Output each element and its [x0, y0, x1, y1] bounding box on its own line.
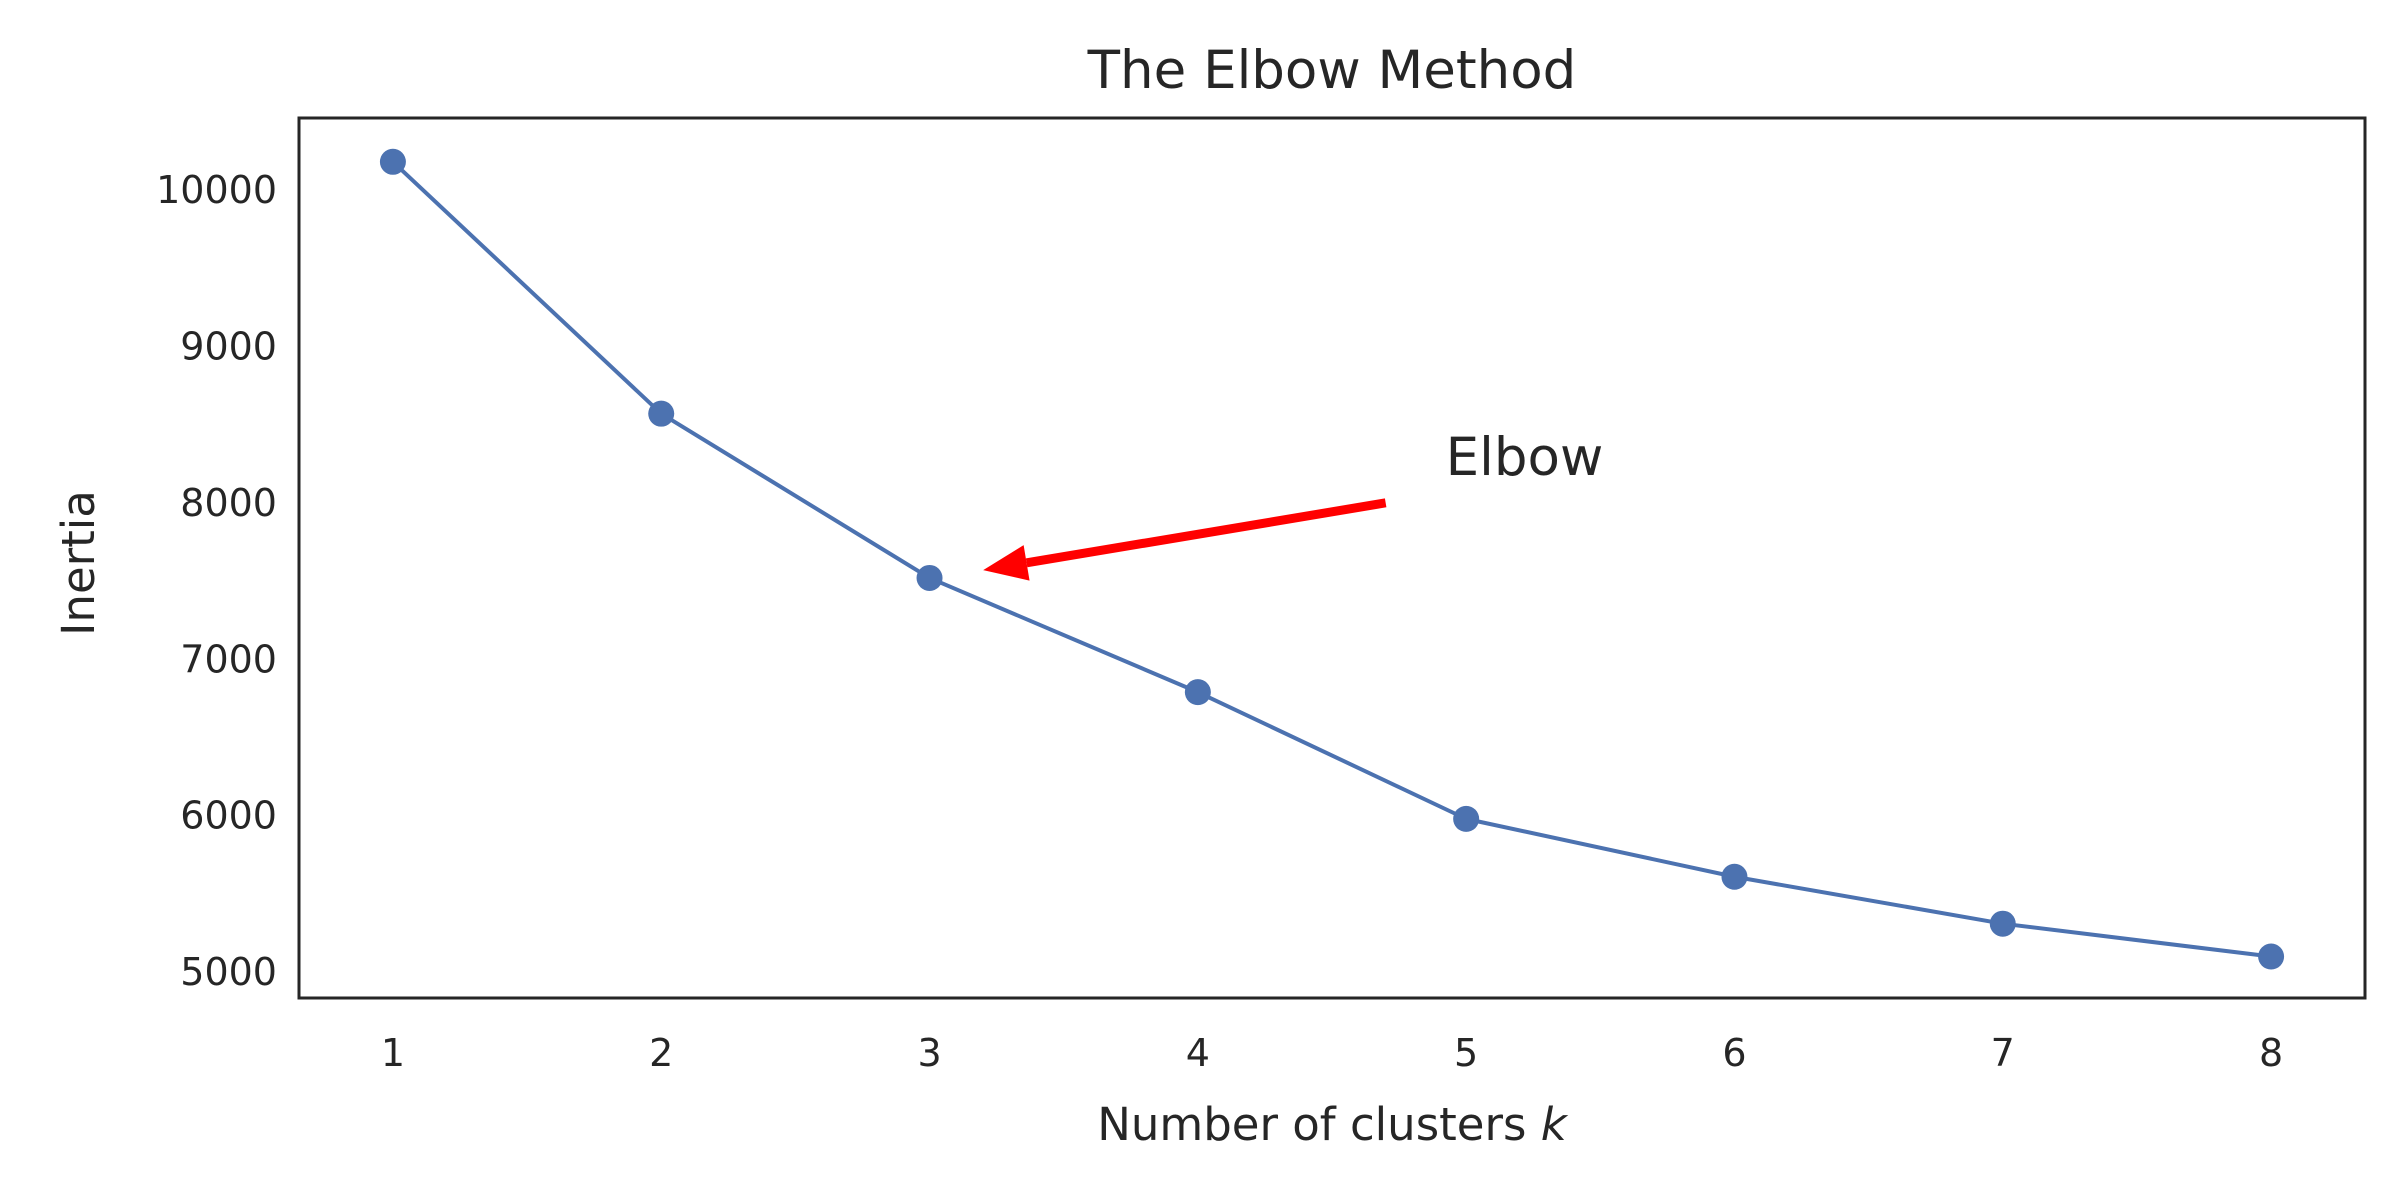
y-tick-label: 9000: [180, 324, 277, 368]
x-tick-label: 1: [381, 1031, 405, 1075]
y-tick-label: 5000: [180, 950, 277, 994]
data-point: [916, 564, 943, 591]
plot-area: [297, 116, 2367, 1000]
annotation-arrow-shaft: [1025, 498, 1387, 568]
chart-title: The Elbow Method: [1087, 40, 1577, 101]
y-tick-label: 7000: [180, 637, 277, 681]
x-tick-label: 3: [917, 1031, 941, 1075]
data-point: [1989, 910, 2016, 937]
data-point: [648, 400, 675, 427]
x-axis-label-text: Number of clusters: [1097, 1098, 1526, 1151]
annotation-text: Elbow: [1446, 427, 1604, 488]
x-axis-label: Number of clusters k: [1097, 1098, 1569, 1151]
y-axis-ticks: 5000 6000 7000 8000 9000 10000: [156, 168, 277, 994]
x-tick-label: 4: [1186, 1031, 1210, 1075]
y-tick-label: 8000: [180, 481, 277, 525]
annotation-arrow-head: [983, 545, 1030, 581]
data-point: [1721, 863, 1748, 890]
series-line: [391, 160, 2272, 959]
x-axis-label-var: k: [1541, 1098, 1569, 1151]
data-points: [379, 148, 2285, 970]
x-tick-label: 8: [2259, 1031, 2283, 1075]
x-axis-ticks: 1 2 3 4 5 6 7 8: [381, 1031, 2283, 1075]
y-tick-label: 10000: [156, 168, 277, 212]
y-tick-label: 6000: [180, 794, 277, 838]
data-point: [1184, 679, 1211, 706]
x-tick-label: 6: [1722, 1031, 1746, 1075]
x-tick-label: 2: [649, 1031, 673, 1075]
series-line-group: [391, 160, 2272, 959]
x-tick-label: 7: [1991, 1031, 2015, 1075]
plot-frame: [297, 116, 2367, 1000]
data-point: [379, 148, 406, 175]
x-tick-label: 5: [1454, 1031, 1478, 1075]
data-point: [1453, 805, 1480, 832]
y-axis-label: Inertia: [52, 490, 105, 636]
data-point: [2258, 943, 2285, 970]
annotations: Elbow: [983, 427, 1603, 581]
